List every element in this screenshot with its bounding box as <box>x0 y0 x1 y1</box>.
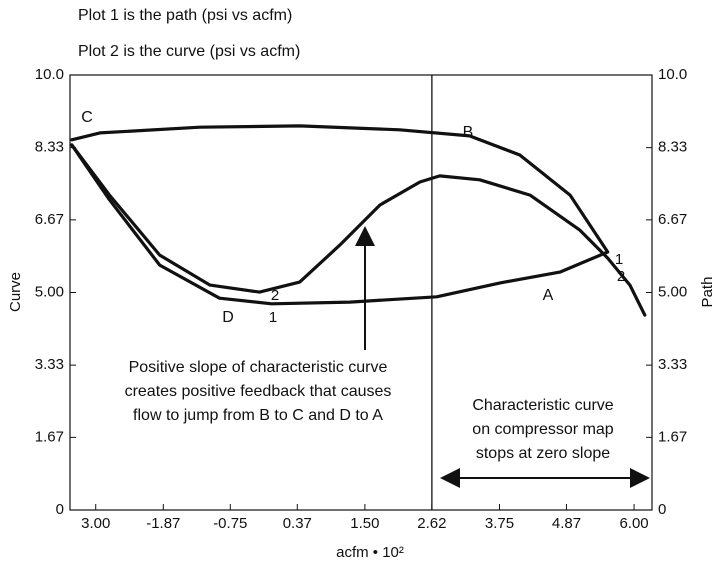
curve-label: 1 <box>269 309 277 326</box>
x-tick-label: 3.75 <box>485 515 514 532</box>
y-tick-label: 6.67 <box>35 211 64 228</box>
annotation: flow to jump from B to C and D to A <box>133 407 383 424</box>
annotation: on compressor map <box>472 421 613 438</box>
y2-tick-label: 6.67 <box>658 211 687 228</box>
y2-tick-label: 1.67 <box>658 428 687 445</box>
y-axis-label: Curve <box>7 272 24 312</box>
y2-tick-label: 0 <box>658 501 666 518</box>
x-tick-label: -0.75 <box>213 515 247 532</box>
x-tick-label: 4.87 <box>552 515 581 532</box>
x-tick-label: 2.62 <box>417 515 446 532</box>
annotation: creates positive feedback that causes <box>125 383 392 400</box>
y-tick-label: 1.67 <box>35 428 64 445</box>
y-tick-label: 5.00 <box>35 283 64 300</box>
x-tick-label: 3.00 <box>81 515 110 532</box>
y-tick-label: 3.33 <box>35 356 64 373</box>
y2-tick-label: 8.33 <box>658 139 687 156</box>
note: Plot 2 is the curve (psi vs acfm) <box>78 43 300 60</box>
x-tick-label: 0.37 <box>283 515 312 532</box>
point-label: A <box>543 287 554 304</box>
point-label: D <box>222 309 234 326</box>
curve-label: 1 <box>615 251 623 268</box>
series-line <box>70 143 647 317</box>
y-tick-label: 0 <box>56 501 64 518</box>
point-label: C <box>81 109 93 126</box>
y2-axis-label: Path <box>699 277 716 308</box>
y2-tick-label: 10.0 <box>658 66 687 83</box>
series-line <box>70 124 610 306</box>
x-tick-label: -1.87 <box>146 515 180 532</box>
annotation: Positive slope of characteristic curve <box>129 359 388 376</box>
y-tick-label: 8.33 <box>35 139 64 156</box>
x-tick-label: 1.50 <box>350 515 379 532</box>
curve-label: 2 <box>271 287 279 304</box>
y2-tick-label: 5.00 <box>658 283 687 300</box>
note: Plot 1 is the path (psi vs acfm) <box>78 7 292 24</box>
x-axis-label: acfm • 10² <box>336 544 404 561</box>
annotation: stops at zero slope <box>476 445 610 462</box>
y2-tick-label: 3.33 <box>658 356 687 373</box>
x-tick-label: 6.00 <box>619 515 648 532</box>
annotation: Characteristic curve <box>472 397 613 414</box>
point-label: B <box>463 124 474 141</box>
y-tick-label: 10.0 <box>35 66 64 83</box>
annotation-bg <box>84 354 434 404</box>
